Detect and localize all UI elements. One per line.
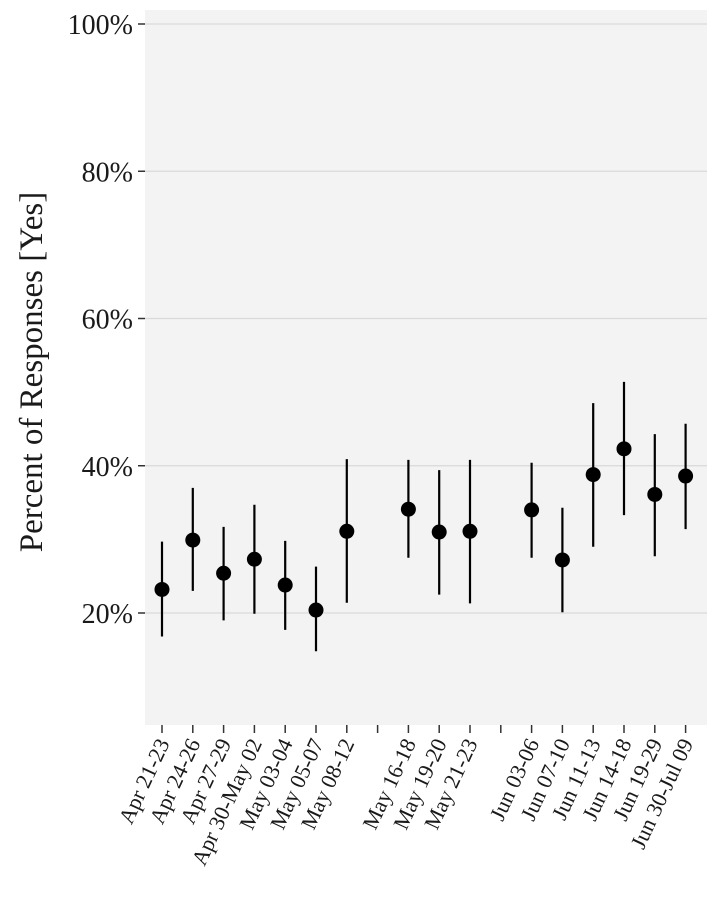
data-point [647,486,663,502]
data-point [554,552,570,568]
data-point [431,524,447,540]
data-point [585,467,601,483]
y-tick-label: 20% [82,599,133,630]
y-tick-label: 80% [82,157,133,188]
data-point [154,581,170,597]
data-point [616,441,632,457]
data-point [277,577,293,593]
grid-lines [145,23,707,614]
y-tick-label: 40% [82,452,133,483]
y-tick-label: 60% [82,305,133,336]
data-point [524,502,540,518]
data-point [339,523,355,539]
data-points [154,381,694,652]
data-point [678,468,694,484]
data-point [462,523,478,539]
plot-panel [145,10,707,725]
data-point [216,565,232,581]
y-axis-title: Percent of Responses [Yes] [14,192,50,553]
data-point [308,602,324,618]
y-axis: 20% 40% 60% 80% 100% [68,10,145,630]
data-point [246,551,262,567]
y-tick-label: 100% [68,10,133,41]
data-point [400,501,416,517]
data-point [185,532,201,548]
